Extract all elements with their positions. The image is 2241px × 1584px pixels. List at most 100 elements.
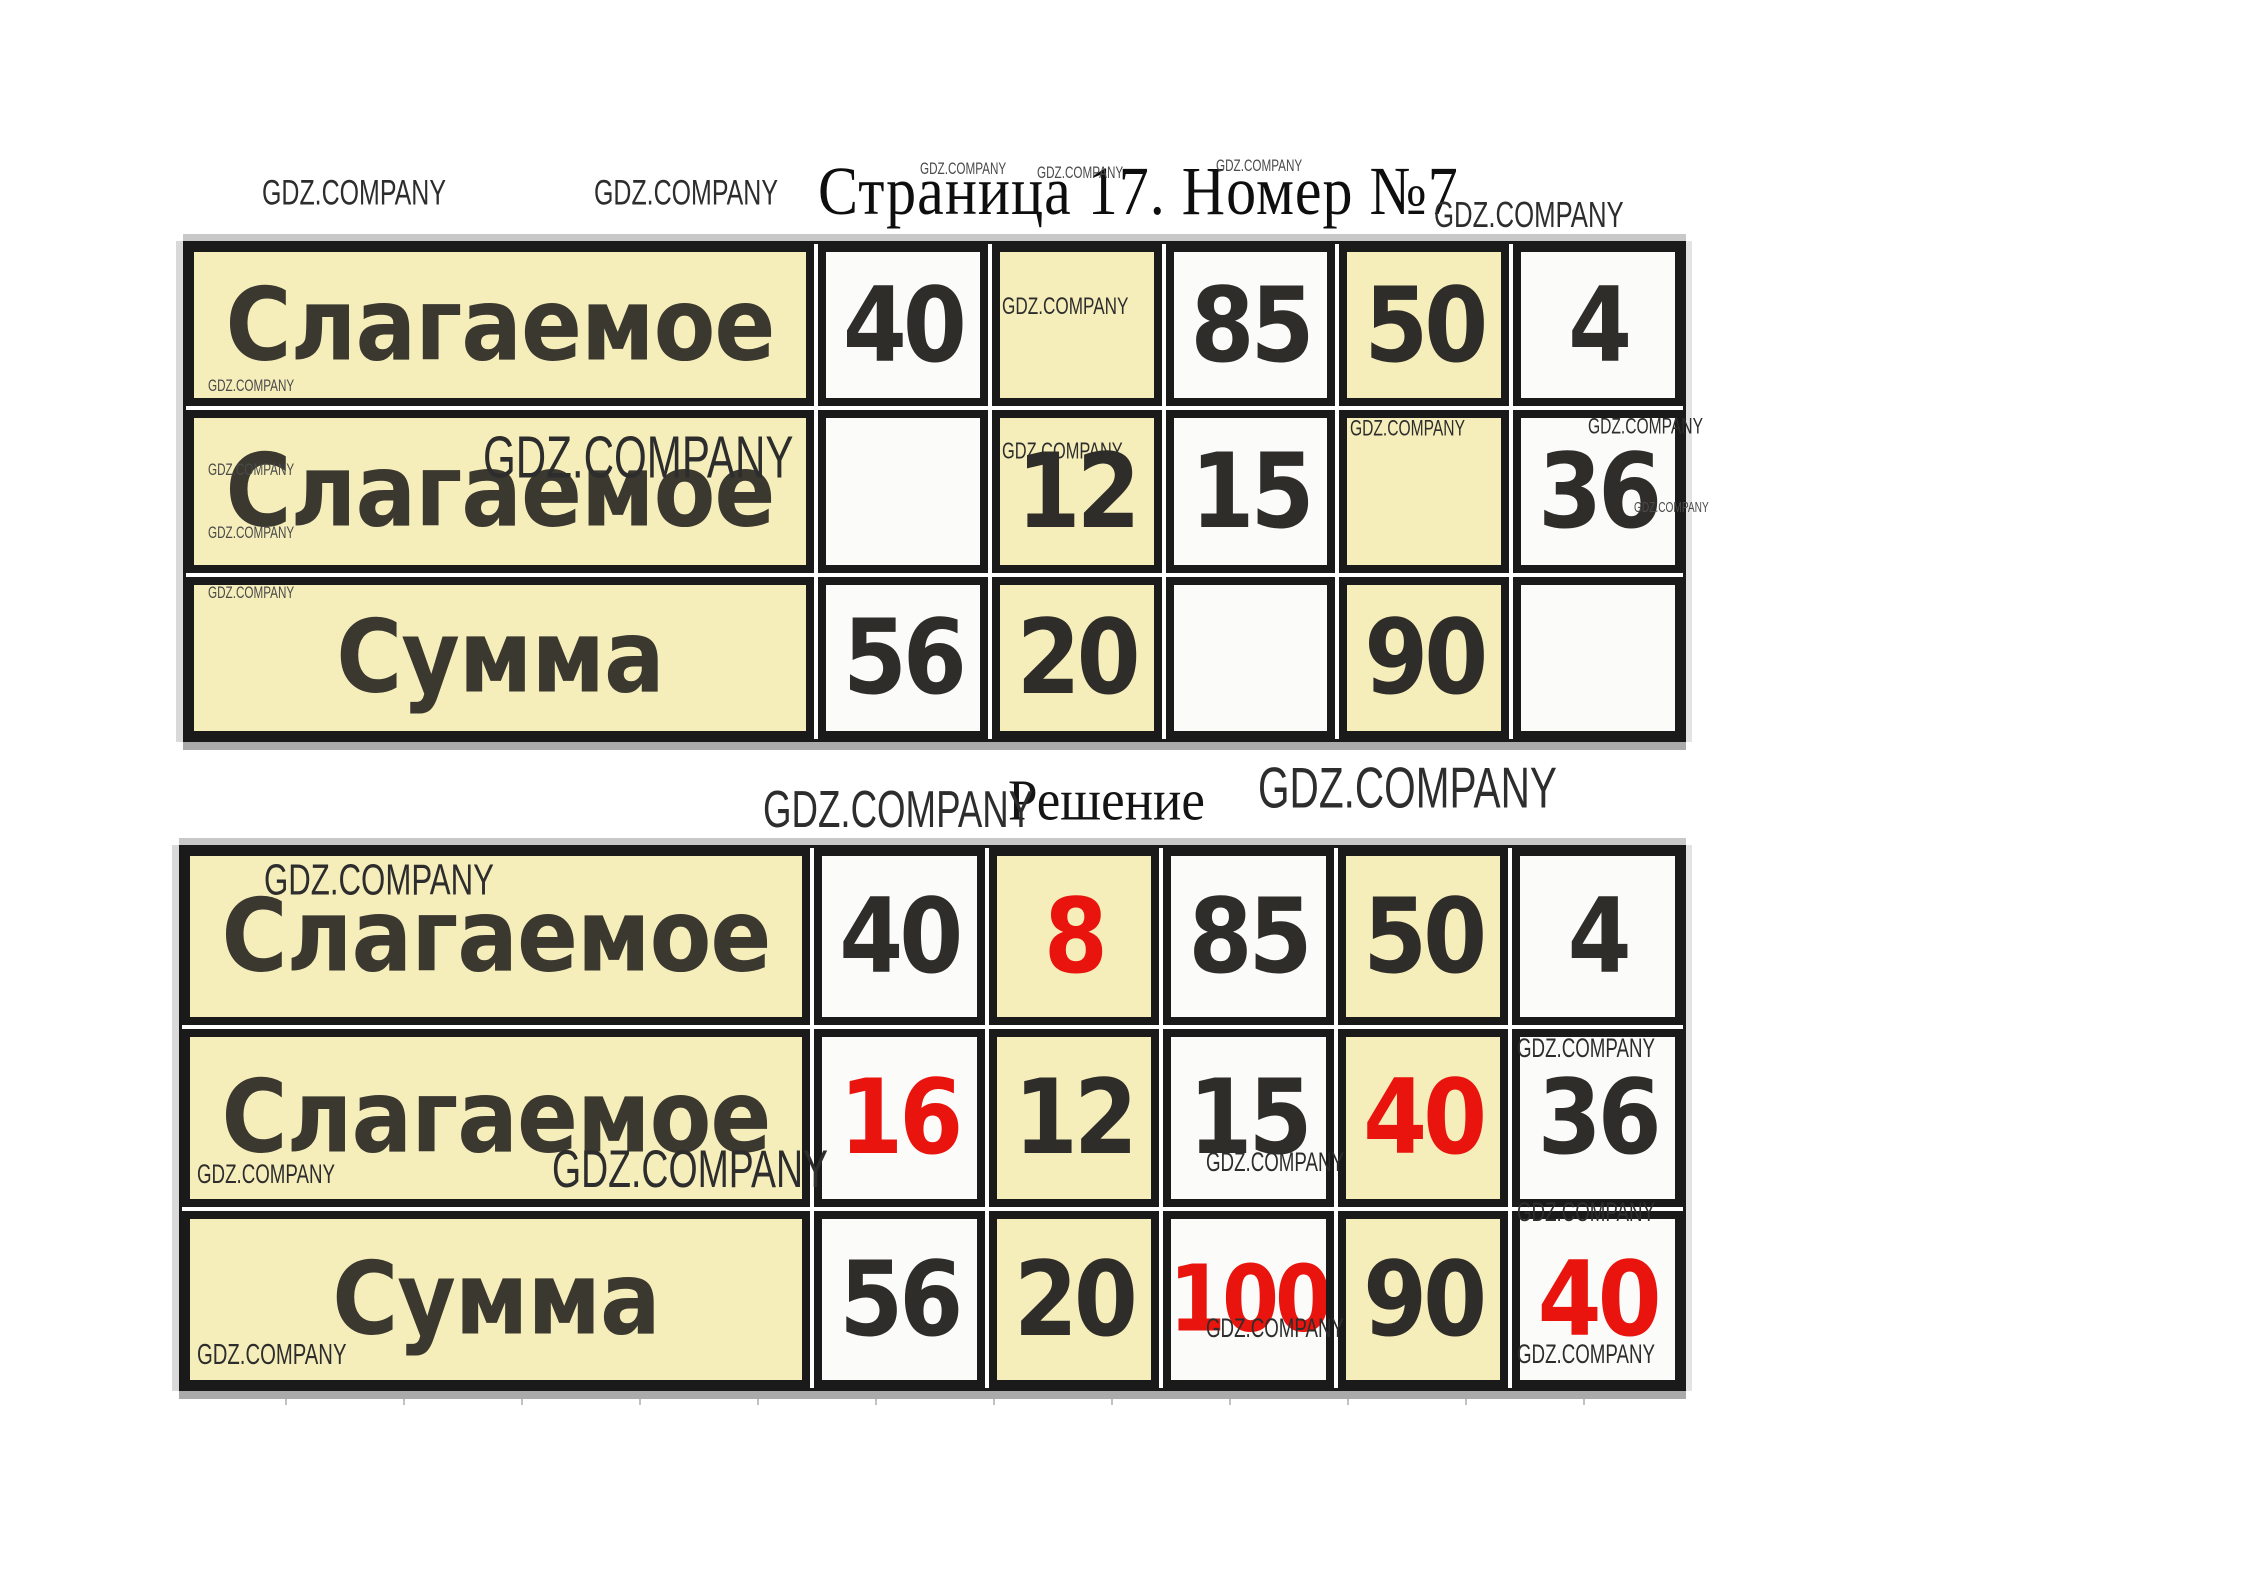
watermark: GDZ.COMPANY	[1517, 1339, 1655, 1370]
value-cell: 56	[818, 576, 988, 739]
watermark: GDZ.COMPANY	[1206, 1147, 1344, 1178]
problem-table: Слагаемое 40 85 50 4 Слагаемое 12 15 36 …	[183, 241, 1686, 742]
watermark: GDZ.COMPANY	[1216, 156, 1303, 176]
row-label: Слагаемое	[225, 266, 776, 384]
row-label-cell: Слагаемое	[186, 410, 814, 573]
watermark: GDZ.COMPANY	[1258, 756, 1557, 821]
answer-cell: 40	[1337, 1029, 1509, 1207]
row-label-cell: Сумма	[186, 576, 814, 739]
cell-value: 15	[1188, 1058, 1312, 1178]
table-row: Слагаемое 40 8 85 50 4	[182, 848, 1683, 1026]
answer-value: 8	[1043, 876, 1108, 997]
watermark: GDZ.COMPANY	[1037, 163, 1124, 183]
answer-value: 40	[1537, 1239, 1662, 1360]
row-label-cell: Слагаемое	[182, 848, 810, 1026]
cell-value: 90	[1364, 597, 1488, 718]
row-label-cell: Слагаемое	[186, 244, 814, 407]
cell-value: 40	[839, 876, 963, 997]
table-row: Слагаемое 16 12 15 40 36	[182, 1029, 1683, 1207]
cell-value: 15	[1190, 431, 1314, 552]
value-cell	[1513, 576, 1683, 739]
value-cell: 15	[1165, 410, 1336, 573]
row-label-cell: Слагаемое	[182, 1029, 810, 1207]
cell-value: 56	[842, 597, 967, 718]
answer-cell: 100	[1163, 1210, 1334, 1388]
value-cell: 40	[818, 244, 988, 407]
watermark: GDZ.COMPANY	[920, 159, 1007, 179]
value-cell: 20	[991, 576, 1162, 739]
cell-value: 50	[1363, 876, 1487, 997]
watermark: GDZ.COMPANY	[1434, 193, 1624, 235]
value-cell: 12	[988, 1029, 1160, 1207]
cell-value: 50	[1364, 265, 1488, 386]
watermark: GDZ.COMPANY	[208, 523, 295, 543]
value-cell	[991, 244, 1162, 407]
value-cell: 36	[1512, 1029, 1683, 1207]
cell-value: 12	[1013, 1058, 1138, 1178]
watermark: GDZ.COMPANY	[483, 424, 794, 491]
watermark: GDZ.COMPANY	[1634, 498, 1709, 516]
solution-heading: Решение	[1008, 769, 1205, 833]
watermark: GDZ.COMPANY	[197, 1337, 347, 1371]
watermark: GDZ.COMPANY	[197, 1159, 335, 1190]
value-cell: 50	[1339, 244, 1510, 407]
value-cell: 85	[1163, 848, 1334, 1026]
scan-artifact-ticks	[285, 1396, 1625, 1405]
watermark: GDZ.COMPANY	[1350, 416, 1465, 442]
watermark: GDZ.COMPANY	[208, 460, 295, 480]
cell-value: 85	[1188, 876, 1312, 997]
watermark: GDZ.COMPANY	[552, 1140, 828, 1199]
value-cell: 56	[814, 1210, 985, 1388]
value-cell: 12	[991, 410, 1162, 573]
value-cell	[1339, 410, 1510, 573]
answer-value: 40	[1363, 1058, 1487, 1178]
value-cell: 50	[1337, 848, 1509, 1026]
cell-value: 85	[1190, 265, 1314, 386]
watermark: GDZ.COMPANY	[1002, 291, 1129, 320]
value-cell: 85	[1165, 244, 1336, 407]
value-cell: 40	[814, 848, 985, 1026]
value-cell: 90	[1339, 576, 1510, 739]
row-label-cell: Сумма	[182, 1210, 810, 1388]
row-label: Сумма	[336, 599, 665, 717]
cell-value: 56	[839, 1239, 963, 1360]
row-label: Слагаемое	[225, 432, 776, 551]
cell-value: 20	[1016, 597, 1141, 718]
watermark: GDZ.COMPANY	[763, 779, 1034, 838]
watermark: GDZ.COMPANY	[264, 855, 494, 905]
watermark: GDZ.COMPANY	[594, 172, 778, 213]
cell-value: 4	[1567, 876, 1632, 997]
cell-value: 36	[1537, 1058, 1662, 1178]
table-row: Сумма 56 20 90	[186, 576, 1683, 739]
cell-value: 90	[1363, 1239, 1487, 1360]
watermark: GDZ.COMPANY	[1517, 1197, 1655, 1228]
answer-value: 100	[1168, 1246, 1329, 1353]
solution-table: Слагаемое 40 8 85 50 4 Слагаемое 16 12 1…	[179, 845, 1686, 1391]
answer-cell: 8	[988, 848, 1160, 1026]
watermark: GDZ.COMPANY	[208, 376, 295, 396]
row-label: Сумма	[332, 1240, 661, 1359]
table-row: Слагаемое 40 85 50 4	[186, 244, 1683, 407]
answer-cell: 40	[1512, 1210, 1683, 1388]
value-cell: 20	[988, 1210, 1160, 1388]
value-cell	[818, 410, 988, 573]
cell-value: 12	[1016, 431, 1141, 552]
watermark: GDZ.COMPANY	[1588, 414, 1703, 440]
table-row: Сумма 56 20 100 90 40	[182, 1210, 1683, 1388]
watermark: GDZ.COMPANY	[208, 583, 295, 603]
table-row: Слагаемое 12 15 36	[186, 410, 1683, 573]
value-cell: 4	[1513, 244, 1683, 407]
value-cell: 36	[1513, 410, 1683, 573]
value-cell	[1165, 576, 1336, 739]
watermark: GDZ.COMPANY	[1002, 438, 1123, 465]
cell-value: 20	[1013, 1239, 1138, 1360]
row-label: Слагаемое	[221, 877, 772, 996]
value-cell: 15	[1163, 1029, 1334, 1207]
watermark: GDZ.COMPANY	[262, 172, 446, 213]
watermark: GDZ.COMPANY	[1517, 1033, 1655, 1064]
cell-value: 36	[1538, 431, 1662, 552]
watermark: GDZ.COMPANY	[1206, 1313, 1344, 1344]
page-title: Страница 17. Номер №7	[818, 153, 1459, 230]
answer-cell: 16	[814, 1029, 985, 1207]
